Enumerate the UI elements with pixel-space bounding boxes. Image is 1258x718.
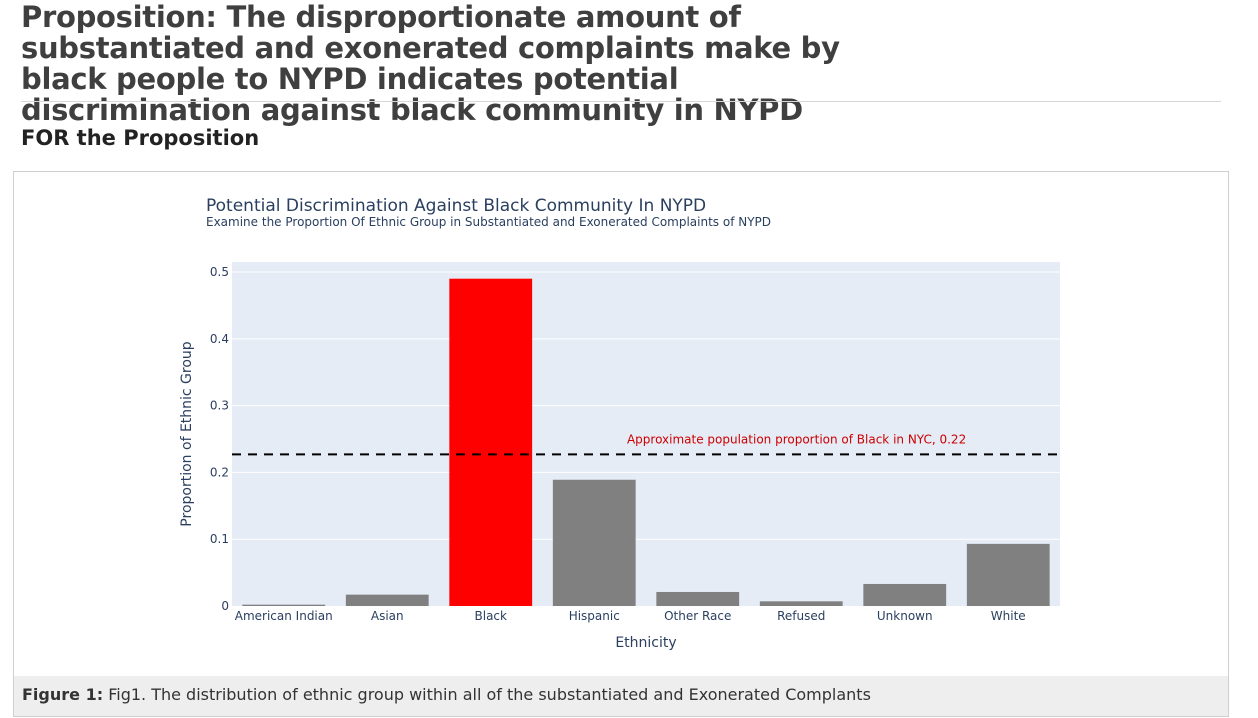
y-axis-label: Proportion of Ethnic Group — [179, 341, 195, 526]
y-tick-label: 0.5 — [210, 265, 229, 279]
bar-refused — [759, 601, 843, 606]
x-tick-label: Refused — [777, 609, 825, 623]
y-tick-label: 0.3 — [210, 399, 229, 413]
chart-subtitle: Examine the Proportion Of Ethnic Group i… — [206, 215, 771, 229]
chart-title: Potential Discrimination Against Black C… — [206, 196, 706, 216]
y-tick-label: 0.2 — [210, 465, 229, 479]
gridlines — [232, 271, 1060, 540]
bar-hispanic — [552, 479, 636, 606]
page-title: Proposition: The disproportionate amount… — [21, 0, 840, 127]
x-tick-label: Other Race — [664, 609, 731, 623]
x-axis-ticks: American Indian Asian Black Hispanic Other R… — [235, 609, 1026, 623]
bar-black — [449, 278, 533, 606]
figure-caption: Figure 1: Fig1. The distribution of ethn… — [14, 676, 1228, 716]
plot-area — [232, 262, 1060, 606]
section-heading: FOR the Proposition — [21, 126, 260, 150]
y-tick-label: 0 — [221, 599, 229, 613]
bar-white — [966, 543, 1050, 606]
y-axis-ticks: 0 0.1 0.2 0.3 0.4 0.5 — [210, 265, 229, 613]
x-tick-label: Unknown — [877, 609, 933, 623]
figure-container: 0 0.1 0.2 0.3 0.4 0.5 American Indian Asian Bla… — [13, 171, 1229, 717]
reference-line-label: Approximate population proportion of Bla… — [627, 432, 966, 446]
bar-unknown — [863, 583, 947, 606]
x-tick-label: White — [991, 609, 1026, 623]
x-axis-label: Ethnicity — [615, 635, 676, 651]
y-tick-label: 0.1 — [210, 532, 229, 546]
title-divider — [21, 101, 1221, 102]
x-tick-label: Asian — [371, 609, 404, 623]
bar-other-race — [656, 591, 740, 606]
bar-american-indian — [242, 604, 326, 606]
bars — [242, 278, 1050, 606]
x-tick-label: Black — [475, 609, 508, 623]
caption-text: Fig1. The distribution of ethnic group w… — [108, 685, 871, 704]
y-tick-label: 0.4 — [210, 332, 229, 346]
bar-chart: 0 0.1 0.2 0.3 0.4 0.5 American Indian Asian Bla… — [179, 196, 1060, 651]
bar-asian — [345, 594, 429, 606]
x-tick-label: Hispanic — [569, 609, 620, 623]
caption-label: Figure 1: — [22, 685, 104, 704]
x-tick-label: American Indian — [235, 609, 333, 623]
